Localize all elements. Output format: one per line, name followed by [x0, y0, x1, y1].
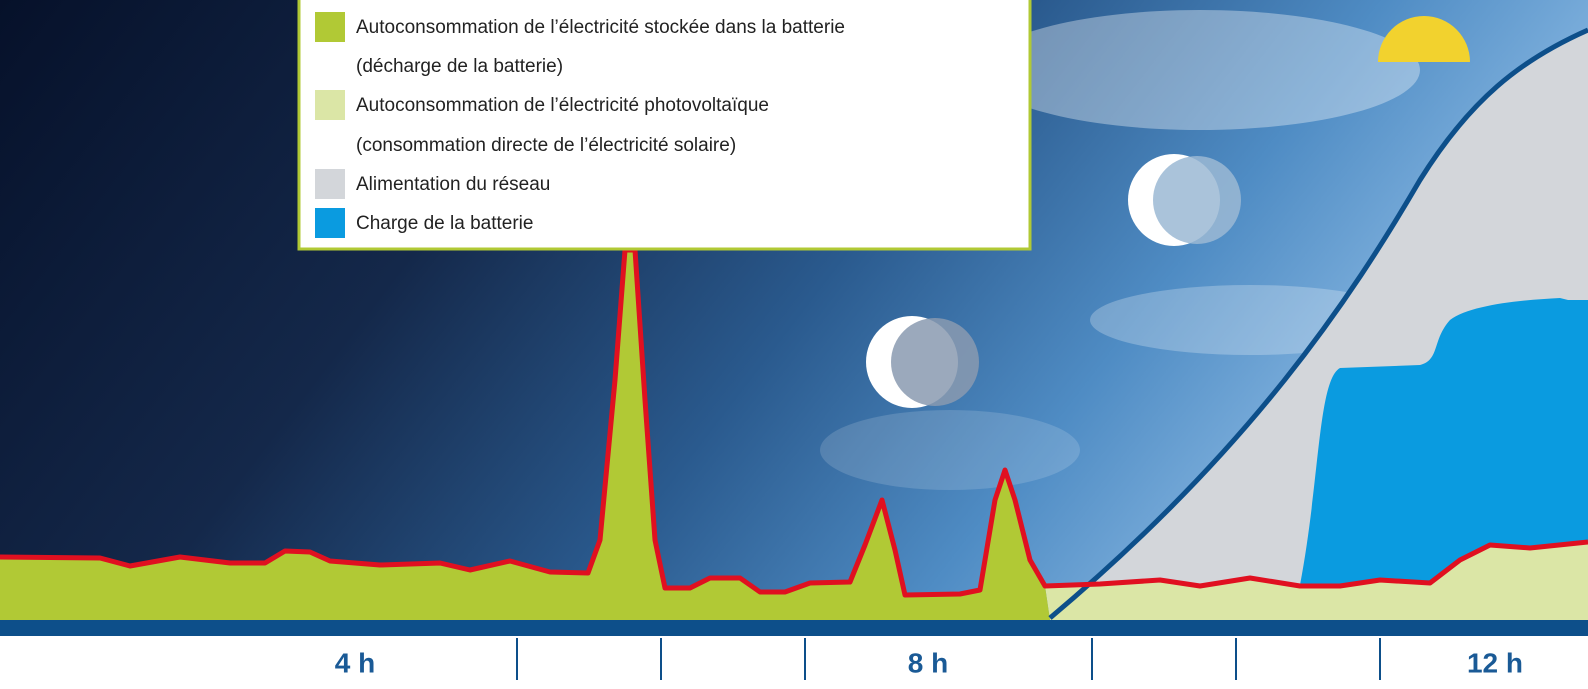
legend-swatch	[315, 208, 345, 238]
moon-shadow	[1153, 156, 1241, 244]
legend-swatch	[315, 90, 345, 120]
infographic: 4 h 8 h 12 h Autoconsommation de l’élect…	[0, 0, 1588, 689]
axis-background	[0, 636, 1588, 689]
time-label: 12 h	[1467, 647, 1523, 678]
time-label: 8 h	[908, 647, 948, 678]
cloud	[980, 10, 1420, 130]
legend-text: Autoconsommation de l’électricité stocké…	[356, 17, 845, 38]
time-label: 4 h	[335, 647, 375, 678]
axis-bar	[0, 620, 1588, 636]
legend-swatch	[315, 12, 345, 42]
legend-text: Charge de la batterie	[356, 213, 533, 234]
legend-text: Alimentation du réseau	[356, 174, 550, 195]
legend-swatch	[315, 169, 345, 199]
cloud	[820, 410, 1080, 490]
page: 4 h 8 h 12 h Autoconsommation de l’élect…	[0, 0, 1588, 689]
legend-text: (décharge de la batterie)	[356, 56, 563, 77]
moon-shadow	[891, 318, 979, 406]
legend-text: Autoconsommation de l’électricité photov…	[356, 95, 769, 116]
legend-text: (consommation directe de l’électricité s…	[356, 135, 736, 156]
